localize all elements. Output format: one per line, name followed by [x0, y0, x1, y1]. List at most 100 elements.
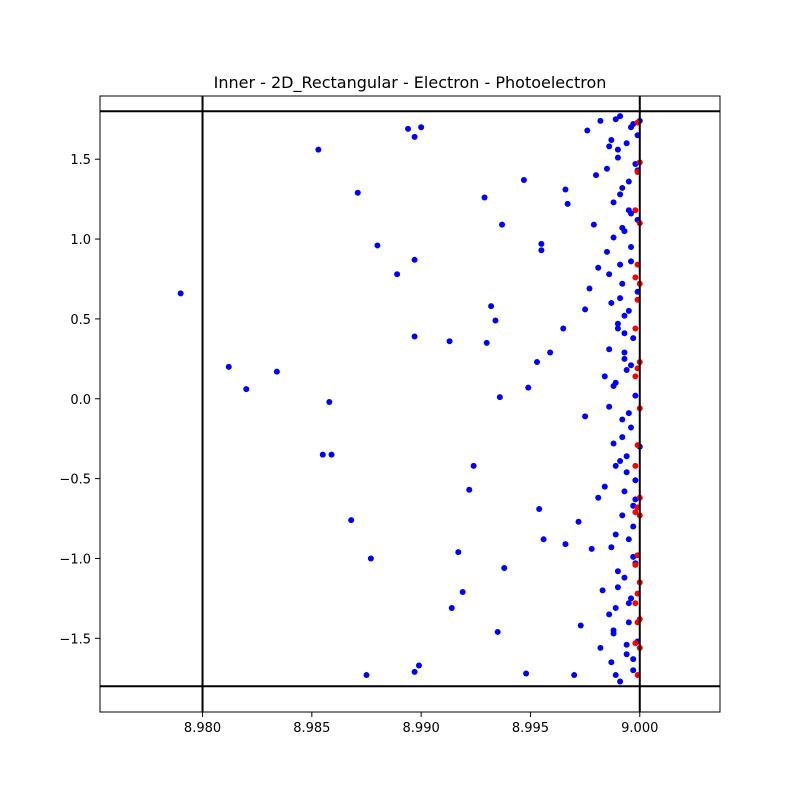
data-point — [621, 312, 628, 319]
data-point — [415, 662, 422, 669]
data-point — [632, 600, 639, 607]
data-point — [586, 285, 593, 292]
data-point — [617, 295, 624, 302]
data-point — [621, 349, 628, 356]
data-point — [590, 221, 597, 228]
data-point — [603, 248, 610, 255]
data-point — [411, 133, 418, 140]
data-point — [582, 306, 589, 313]
data-point — [520, 176, 527, 183]
data-point — [606, 346, 613, 353]
data-point — [628, 362, 635, 369]
data-point — [455, 549, 462, 556]
data-point — [630, 335, 637, 342]
data-point — [614, 584, 621, 591]
data-point — [623, 140, 630, 147]
y-tick-label: −0.5 — [59, 473, 91, 488]
data-point — [534, 359, 541, 366]
data-point — [619, 416, 626, 423]
data-point — [411, 256, 418, 263]
data-point — [494, 628, 501, 635]
data-point — [621, 330, 628, 337]
data-point — [177, 290, 184, 297]
data-point — [466, 486, 473, 493]
data-point — [446, 338, 453, 345]
data-point — [617, 113, 624, 120]
data-point — [538, 240, 545, 247]
series-0 — [177, 113, 643, 685]
data-point — [595, 264, 602, 271]
data-point — [562, 186, 569, 193]
data-point — [632, 477, 639, 484]
data-point — [584, 127, 591, 134]
data-point — [625, 600, 632, 607]
data-point — [606, 271, 613, 278]
data-point — [597, 117, 604, 124]
data-point — [459, 589, 466, 596]
data-point — [595, 494, 602, 501]
data-point — [621, 355, 628, 362]
data-point — [606, 611, 613, 618]
data-point — [273, 368, 280, 375]
data-point — [608, 137, 615, 144]
y-tick-label: −1.5 — [59, 632, 91, 647]
data-point — [601, 483, 608, 490]
data-point — [610, 440, 617, 447]
data-point — [483, 339, 490, 346]
data-point — [632, 373, 639, 380]
data-point — [619, 512, 626, 519]
y-tick-label: 1.5 — [70, 153, 91, 168]
data-point — [243, 386, 250, 393]
data-point — [470, 462, 477, 469]
data-point — [608, 659, 615, 666]
data-point — [492, 317, 499, 324]
data-point — [628, 244, 635, 251]
data-point — [625, 410, 632, 417]
data-point — [562, 541, 569, 548]
data-point — [538, 247, 545, 254]
data-point — [348, 517, 355, 524]
data-point — [625, 307, 632, 314]
data-point — [632, 640, 639, 647]
x-tick-label: 9.000 — [621, 721, 658, 736]
data-point — [619, 224, 626, 231]
data-point — [617, 678, 624, 685]
data-point — [612, 604, 619, 611]
data-point — [363, 672, 370, 679]
data-point — [354, 189, 361, 196]
data-point — [612, 531, 619, 538]
data-point — [619, 434, 626, 441]
data-point — [411, 333, 418, 340]
data-point — [411, 668, 418, 675]
data-point — [625, 619, 632, 626]
data-point — [614, 154, 621, 161]
data-point — [614, 320, 621, 327]
data-point — [588, 545, 595, 552]
data-point — [448, 604, 455, 611]
data-point — [599, 587, 606, 594]
x-tick-label: 8.980 — [184, 721, 221, 736]
data-point — [625, 178, 632, 185]
data-point — [628, 424, 635, 431]
data-point — [630, 523, 637, 530]
y-tick-label: 1.0 — [70, 233, 91, 248]
x-tick-label: 8.985 — [293, 721, 330, 736]
data-point — [571, 672, 578, 679]
data-point — [577, 622, 584, 629]
data-point — [610, 627, 617, 634]
data-point — [225, 363, 232, 370]
x-axis: 8.980 8.985 8.990 8.995 9.000 — [184, 712, 658, 736]
data-point — [628, 258, 635, 265]
data-point — [536, 505, 543, 512]
data-point — [418, 124, 425, 131]
data-point — [560, 325, 567, 332]
data-point — [623, 367, 630, 374]
data-point — [610, 234, 617, 241]
y-tick-label: −1.0 — [59, 552, 91, 567]
data-point — [405, 125, 412, 132]
data-point — [612, 462, 619, 469]
data-point — [319, 451, 326, 458]
data-point — [608, 544, 615, 551]
data-point — [632, 462, 639, 469]
